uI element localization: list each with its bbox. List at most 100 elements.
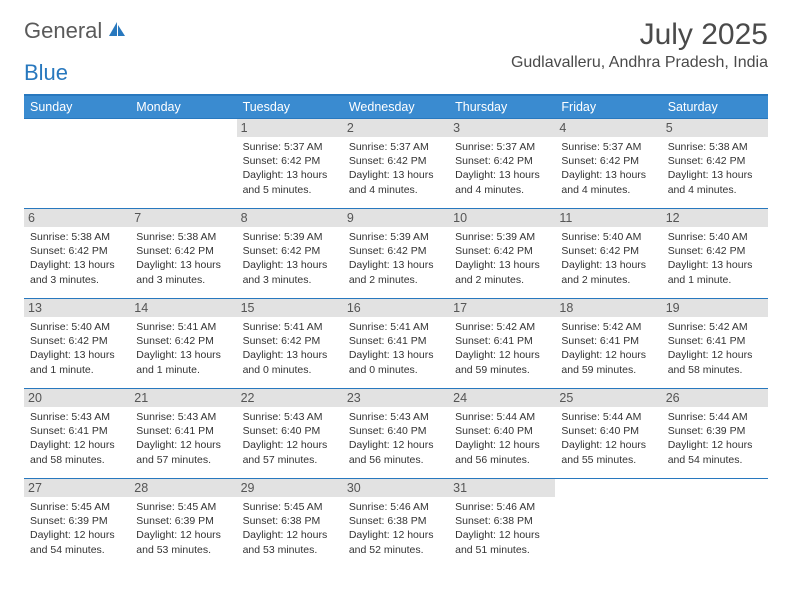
day-cell: 31 Sunrise: 5:46 AMSunset: 6:38 PMDayligh… bbox=[449, 479, 555, 569]
day-cell: 13 Sunrise: 5:40 AMSunset: 6:42 PMDayligh… bbox=[24, 299, 130, 389]
day-number: 27 bbox=[24, 479, 130, 497]
day-cell: 19 Sunrise: 5:42 AMSunset: 6:41 PMDayligh… bbox=[662, 299, 768, 389]
calendar-row: 20 Sunrise: 5:43 AMSunset: 6:41 PMDayligh… bbox=[24, 389, 768, 479]
day-details: Sunrise: 5:42 AMSunset: 6:41 PMDaylight:… bbox=[561, 320, 655, 377]
day-details: Sunrise: 5:44 AMSunset: 6:40 PMDaylight:… bbox=[561, 410, 655, 467]
day-cell: 11Sunrise: 5:40 AMSunset: 6:42 PMDayligh… bbox=[555, 209, 661, 299]
day-details: Sunrise: 5:43 AMSunset: 6:41 PMDaylight:… bbox=[136, 410, 230, 467]
day-cell: 25 Sunrise: 5:44 AMSunset: 6:40 PMDayligh… bbox=[555, 389, 661, 479]
calendar-row: 13 Sunrise: 5:40 AMSunset: 6:42 PMDayligh… bbox=[24, 299, 768, 389]
day-details: Sunrise: 5:38 AMSunset: 6:42 PMDaylight:… bbox=[136, 230, 230, 287]
day-number: 30 bbox=[343, 479, 449, 497]
day-details: Sunrise: 5:40 AMSunset: 6:42 PMDaylight:… bbox=[561, 230, 655, 287]
day-number: 24 bbox=[449, 389, 555, 407]
day-cell: 6 Sunrise: 5:38 AMSunset: 6:42 PMDaylight… bbox=[24, 209, 130, 299]
day-cell: 26Sunrise: 5:44 AMSunset: 6:39 PMDayligh… bbox=[662, 389, 768, 479]
dow-header: Wednesday bbox=[343, 95, 449, 119]
day-details: Sunrise: 5:37 AMSunset: 6:42 PMDaylight:… bbox=[561, 140, 655, 197]
day-details: Sunrise: 5:42 AMSunset: 6:41 PMDaylight:… bbox=[668, 320, 762, 377]
day-number: 8 bbox=[237, 209, 343, 227]
day-number: 28 bbox=[130, 479, 236, 497]
dow-header: Tuesday bbox=[237, 95, 343, 119]
day-cell: 20 Sunrise: 5:43 AMSunset: 6:41 PMDayligh… bbox=[24, 389, 130, 479]
day-details: Sunrise: 5:40 AMSunset: 6:42 PMDaylight:… bbox=[668, 230, 762, 287]
calendar-table: SundayMondayTuesdayWednesdayThursdayFrid… bbox=[24, 94, 768, 569]
day-cell: 7 Sunrise: 5:38 AMSunset: 6:42 PMDaylight… bbox=[130, 209, 236, 299]
brand-logo: General bbox=[24, 18, 129, 44]
day-cell: 1Sunrise: 5:37 AMSunset: 6:42 PMDaylight… bbox=[237, 119, 343, 209]
day-details: Sunrise: 5:38 AMSunset: 6:42 PMDaylight:… bbox=[30, 230, 124, 287]
day-cell: 17 Sunrise: 5:42 AMSunset: 6:41 PMDayligh… bbox=[449, 299, 555, 389]
day-cell: 30 Sunrise: 5:46 AMSunset: 6:38 PMDayligh… bbox=[343, 479, 449, 569]
empty-cell bbox=[24, 119, 130, 209]
calendar-row: 1Sunrise: 5:37 AMSunset: 6:42 PMDaylight… bbox=[24, 119, 768, 209]
day-number: 18 bbox=[555, 299, 661, 317]
dow-header: Thursday bbox=[449, 95, 555, 119]
day-cell: 12 Sunrise: 5:40 AMSunset: 6:42 PMDayligh… bbox=[662, 209, 768, 299]
day-details: Sunrise: 5:38 AMSunset: 6:42 PMDaylight:… bbox=[668, 140, 762, 197]
location-text: Gudlavalleru, Andhra Pradesh, India bbox=[511, 54, 768, 72]
day-number: 13 bbox=[24, 299, 130, 317]
day-number: 16 bbox=[343, 299, 449, 317]
day-cell: 29Sunrise: 5:45 AMSunset: 6:38 PMDayligh… bbox=[237, 479, 343, 569]
day-number: 3 bbox=[449, 119, 555, 137]
day-cell: 27 Sunrise: 5:45 AMSunset: 6:39 PMDayligh… bbox=[24, 479, 130, 569]
dow-header-row: SundayMondayTuesdayWednesdayThursdayFrid… bbox=[24, 95, 768, 119]
day-cell: 3 Sunrise: 5:37 AMSunset: 6:42 PMDaylight… bbox=[449, 119, 555, 209]
calendar-body: 1Sunrise: 5:37 AMSunset: 6:42 PMDaylight… bbox=[24, 119, 768, 569]
brand-blue: Blue bbox=[24, 60, 68, 86]
day-number: 29 bbox=[237, 479, 343, 497]
day-details: Sunrise: 5:46 AMSunset: 6:38 PMDaylight:… bbox=[349, 500, 443, 557]
day-number: 21 bbox=[130, 389, 236, 407]
day-details: Sunrise: 5:37 AMSunset: 6:42 PMDaylight:… bbox=[243, 140, 337, 197]
day-cell: 15Sunrise: 5:41 AMSunset: 6:42 PMDayligh… bbox=[237, 299, 343, 389]
day-details: Sunrise: 5:39 AMSunset: 6:42 PMDaylight:… bbox=[243, 230, 337, 287]
day-number: 19 bbox=[662, 299, 768, 317]
day-details: Sunrise: 5:45 AMSunset: 6:39 PMDaylight:… bbox=[30, 500, 124, 557]
day-cell: 22Sunrise: 5:43 AMSunset: 6:40 PMDayligh… bbox=[237, 389, 343, 479]
day-details: Sunrise: 5:39 AMSunset: 6:42 PMDaylight:… bbox=[349, 230, 443, 287]
empty-cell bbox=[662, 479, 768, 569]
day-details: Sunrise: 5:42 AMSunset: 6:41 PMDaylight:… bbox=[455, 320, 549, 377]
day-details: Sunrise: 5:40 AMSunset: 6:42 PMDaylight:… bbox=[30, 320, 124, 377]
day-details: Sunrise: 5:37 AMSunset: 6:42 PMDaylight:… bbox=[455, 140, 549, 197]
title-block: July 2025 Gudlavalleru, Andhra Pradesh, … bbox=[511, 18, 768, 72]
day-details: Sunrise: 5:39 AMSunset: 6:42 PMDaylight:… bbox=[455, 230, 549, 287]
day-details: Sunrise: 5:43 AMSunset: 6:41 PMDaylight:… bbox=[30, 410, 124, 467]
day-details: Sunrise: 5:41 AMSunset: 6:42 PMDaylight:… bbox=[243, 320, 337, 377]
day-cell: 18 Sunrise: 5:42 AMSunset: 6:41 PMDayligh… bbox=[555, 299, 661, 389]
day-cell: 21 Sunrise: 5:43 AMSunset: 6:41 PMDayligh… bbox=[130, 389, 236, 479]
day-number: 20 bbox=[24, 389, 130, 407]
day-cell: 24 Sunrise: 5:44 AMSunset: 6:40 PMDayligh… bbox=[449, 389, 555, 479]
day-details: Sunrise: 5:43 AMSunset: 6:40 PMDaylight:… bbox=[349, 410, 443, 467]
day-cell: 4Sunrise: 5:37 AMSunset: 6:42 PMDaylight… bbox=[555, 119, 661, 209]
day-details: Sunrise: 5:44 AMSunset: 6:39 PMDaylight:… bbox=[668, 410, 762, 467]
day-number: 9 bbox=[343, 209, 449, 227]
day-number: 7 bbox=[130, 209, 236, 227]
day-cell: 23Sunrise: 5:43 AMSunset: 6:40 PMDayligh… bbox=[343, 389, 449, 479]
day-number: 14 bbox=[130, 299, 236, 317]
day-details: Sunrise: 5:44 AMSunset: 6:40 PMDaylight:… bbox=[455, 410, 549, 467]
dow-header: Friday bbox=[555, 95, 661, 119]
day-number: 17 bbox=[449, 299, 555, 317]
day-details: Sunrise: 5:46 AMSunset: 6:38 PMDaylight:… bbox=[455, 500, 549, 557]
day-cell: 28 Sunrise: 5:45 AMSunset: 6:39 PMDayligh… bbox=[130, 479, 236, 569]
day-details: Sunrise: 5:41 AMSunset: 6:42 PMDaylight:… bbox=[136, 320, 230, 377]
day-details: Sunrise: 5:45 AMSunset: 6:39 PMDaylight:… bbox=[136, 500, 230, 557]
day-cell: 14 Sunrise: 5:41 AMSunset: 6:42 PMDayligh… bbox=[130, 299, 236, 389]
dow-header: Sunday bbox=[24, 95, 130, 119]
calendar-row: 27 Sunrise: 5:45 AMSunset: 6:39 PMDayligh… bbox=[24, 479, 768, 569]
day-number: 12 bbox=[662, 209, 768, 227]
day-details: Sunrise: 5:37 AMSunset: 6:42 PMDaylight:… bbox=[349, 140, 443, 197]
day-cell: 9 Sunrise: 5:39 AMSunset: 6:42 PMDaylight… bbox=[343, 209, 449, 299]
empty-cell bbox=[130, 119, 236, 209]
day-number: 31 bbox=[449, 479, 555, 497]
day-number: 25 bbox=[555, 389, 661, 407]
day-number: 6 bbox=[24, 209, 130, 227]
day-number: 10 bbox=[449, 209, 555, 227]
day-cell: 5Sunrise: 5:38 AMSunset: 6:42 PMDaylight… bbox=[662, 119, 768, 209]
day-cell: 2 Sunrise: 5:37 AMSunset: 6:42 PMDaylight… bbox=[343, 119, 449, 209]
day-details: Sunrise: 5:43 AMSunset: 6:40 PMDaylight:… bbox=[243, 410, 337, 467]
day-number: 2 bbox=[343, 119, 449, 137]
day-details: Sunrise: 5:41 AMSunset: 6:41 PMDaylight:… bbox=[349, 320, 443, 377]
